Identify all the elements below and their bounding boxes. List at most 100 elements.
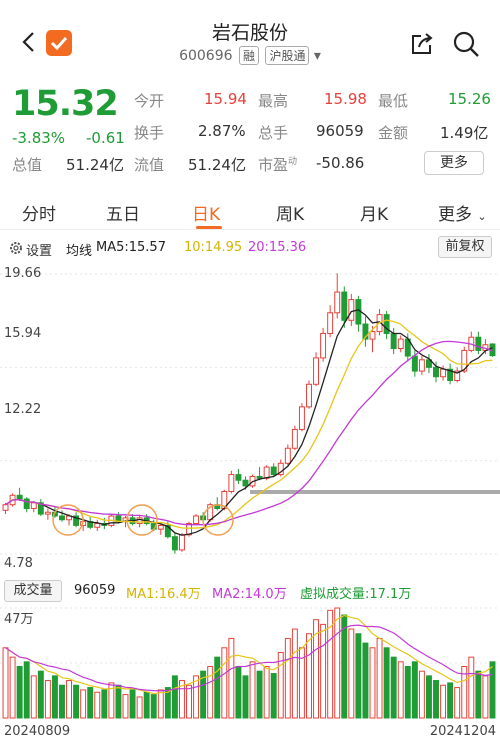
volume-bar	[242, 675, 249, 719]
candle-body	[454, 370, 461, 382]
volume-bar	[87, 687, 94, 719]
candle-body	[320, 332, 327, 359]
candle-body	[193, 515, 200, 525]
volume-bar	[418, 670, 425, 719]
volume-virtual: 虚拟成交量:17.1万	[300, 587, 412, 602]
candle-body	[425, 359, 432, 368]
connect-tag: 沪股通	[265, 46, 310, 65]
volume-bar	[433, 680, 439, 719]
volume-bar	[355, 633, 362, 719]
candle-body	[23, 498, 30, 509]
candle-body	[59, 515, 65, 521]
volume-bar	[411, 661, 418, 719]
candle-body	[44, 511, 51, 515]
settings-label[interactable]: 设置	[26, 244, 53, 259]
more-button[interactable]: 更多	[424, 151, 484, 175]
candle-body	[291, 428, 298, 449]
mktcap-value: 51.24亿	[66, 156, 124, 174]
candle-body	[383, 314, 390, 334]
candle-body	[157, 524, 164, 530]
ma5-line	[5, 309, 493, 536]
volume-bar	[108, 682, 115, 719]
candle-body	[171, 536, 178, 551]
volume-bar	[221, 647, 228, 719]
candlestick-chart[interactable]	[0, 262, 500, 580]
candle-body	[341, 291, 348, 321]
volume-bar	[461, 666, 468, 719]
change-percent: -3.83%	[12, 129, 66, 147]
active-tab-indicator	[196, 226, 222, 229]
volume-ma2-line	[5, 624, 493, 692]
candle-body	[433, 366, 439, 378]
volume-current: 96059	[74, 583, 116, 598]
volume-bar	[475, 670, 482, 719]
amount-label: 金额	[378, 124, 409, 142]
low-value: 15.26	[448, 90, 491, 108]
adjust-button[interactable]: 前复权	[438, 236, 492, 258]
volume-bar	[447, 682, 454, 719]
dropdown-icon[interactable]: ▾	[313, 48, 321, 64]
volume-bar	[66, 680, 73, 719]
highlight-circle-2	[126, 504, 158, 536]
ma-label: 均线	[66, 244, 93, 259]
chevron-down-icon: ⌄	[477, 210, 487, 223]
candle-body	[313, 357, 320, 385]
price-axis-max: 19.66	[4, 266, 42, 281]
volume-bar	[334, 607, 341, 719]
ma20-line	[5, 340, 493, 526]
chart-toolbar: 设置 均线 MA5:15.57 10:14.95 20:15.36 前复权	[0, 236, 500, 260]
float-value: 51.24亿	[188, 156, 246, 174]
volume-bar	[348, 628, 355, 719]
candle-body	[2, 504, 9, 511]
volume-ma1-line	[5, 614, 493, 695]
tab-intraday[interactable]: 分时	[22, 205, 56, 225]
ma10-value: 10:14.95	[184, 240, 243, 255]
gear-icon[interactable]	[8, 240, 24, 256]
volume-bar	[341, 614, 348, 719]
amount-value: 1.49亿	[440, 124, 489, 142]
volume-ma2: MA2:14.0万	[212, 587, 287, 602]
volume-bar	[157, 689, 164, 719]
price-axis-min: 4.78	[4, 556, 33, 571]
candle-body	[277, 462, 284, 476]
volume-bar	[228, 637, 235, 719]
volume-bar	[214, 656, 221, 719]
stock-code-line: 600696 融 沪股通 ▾	[0, 46, 500, 65]
search-icon[interactable]	[452, 30, 480, 58]
tab-weekly-k[interactable]: 周K	[276, 205, 305, 225]
volume-bar	[23, 661, 30, 719]
volume-bar	[256, 670, 263, 719]
turnover-label: 换手	[134, 124, 165, 142]
volume-bar	[94, 691, 101, 719]
volume-ma1: MA1:16.4万	[126, 587, 201, 602]
tab-monthly-k[interactable]: 月K	[360, 205, 389, 225]
volume-bar	[150, 694, 157, 719]
volume-bar	[397, 661, 404, 719]
stock-code: 600696	[179, 48, 233, 64]
header: 岩石股份 600696 融 沪股通 ▾	[0, 0, 500, 72]
date-end: 20241204	[429, 724, 496, 739]
last-price: 15.32	[12, 84, 119, 124]
candle-body	[447, 368, 454, 382]
volume-bar	[143, 691, 150, 719]
candle-body	[178, 534, 185, 551]
tab-daily-k[interactable]: 日K	[192, 205, 221, 225]
back-icon[interactable]	[18, 30, 42, 54]
turnover-value: 2.87%	[198, 122, 246, 140]
share-icon[interactable]	[408, 30, 436, 58]
tab-five-day[interactable]: 五日	[106, 205, 140, 225]
candle-body	[228, 474, 235, 493]
price-axis-mid1: 15.94	[4, 326, 42, 341]
highlight-circle-3	[202, 504, 234, 536]
volume-bar	[376, 637, 383, 719]
candle-body	[362, 323, 369, 340]
volume-bar	[489, 661, 496, 719]
period-tabs: 分时 五日 日K 周K 月K 更多 ⌄	[0, 196, 500, 230]
candle-body	[16, 494, 23, 500]
volume-button[interactable]: 成交量	[4, 580, 62, 602]
volume-chart[interactable]	[0, 604, 500, 722]
pe-value: -50.86	[316, 154, 365, 172]
tab-more[interactable]: 更多 ⌄	[438, 205, 487, 225]
volume-bar	[136, 696, 143, 719]
volume-bar	[327, 609, 334, 719]
